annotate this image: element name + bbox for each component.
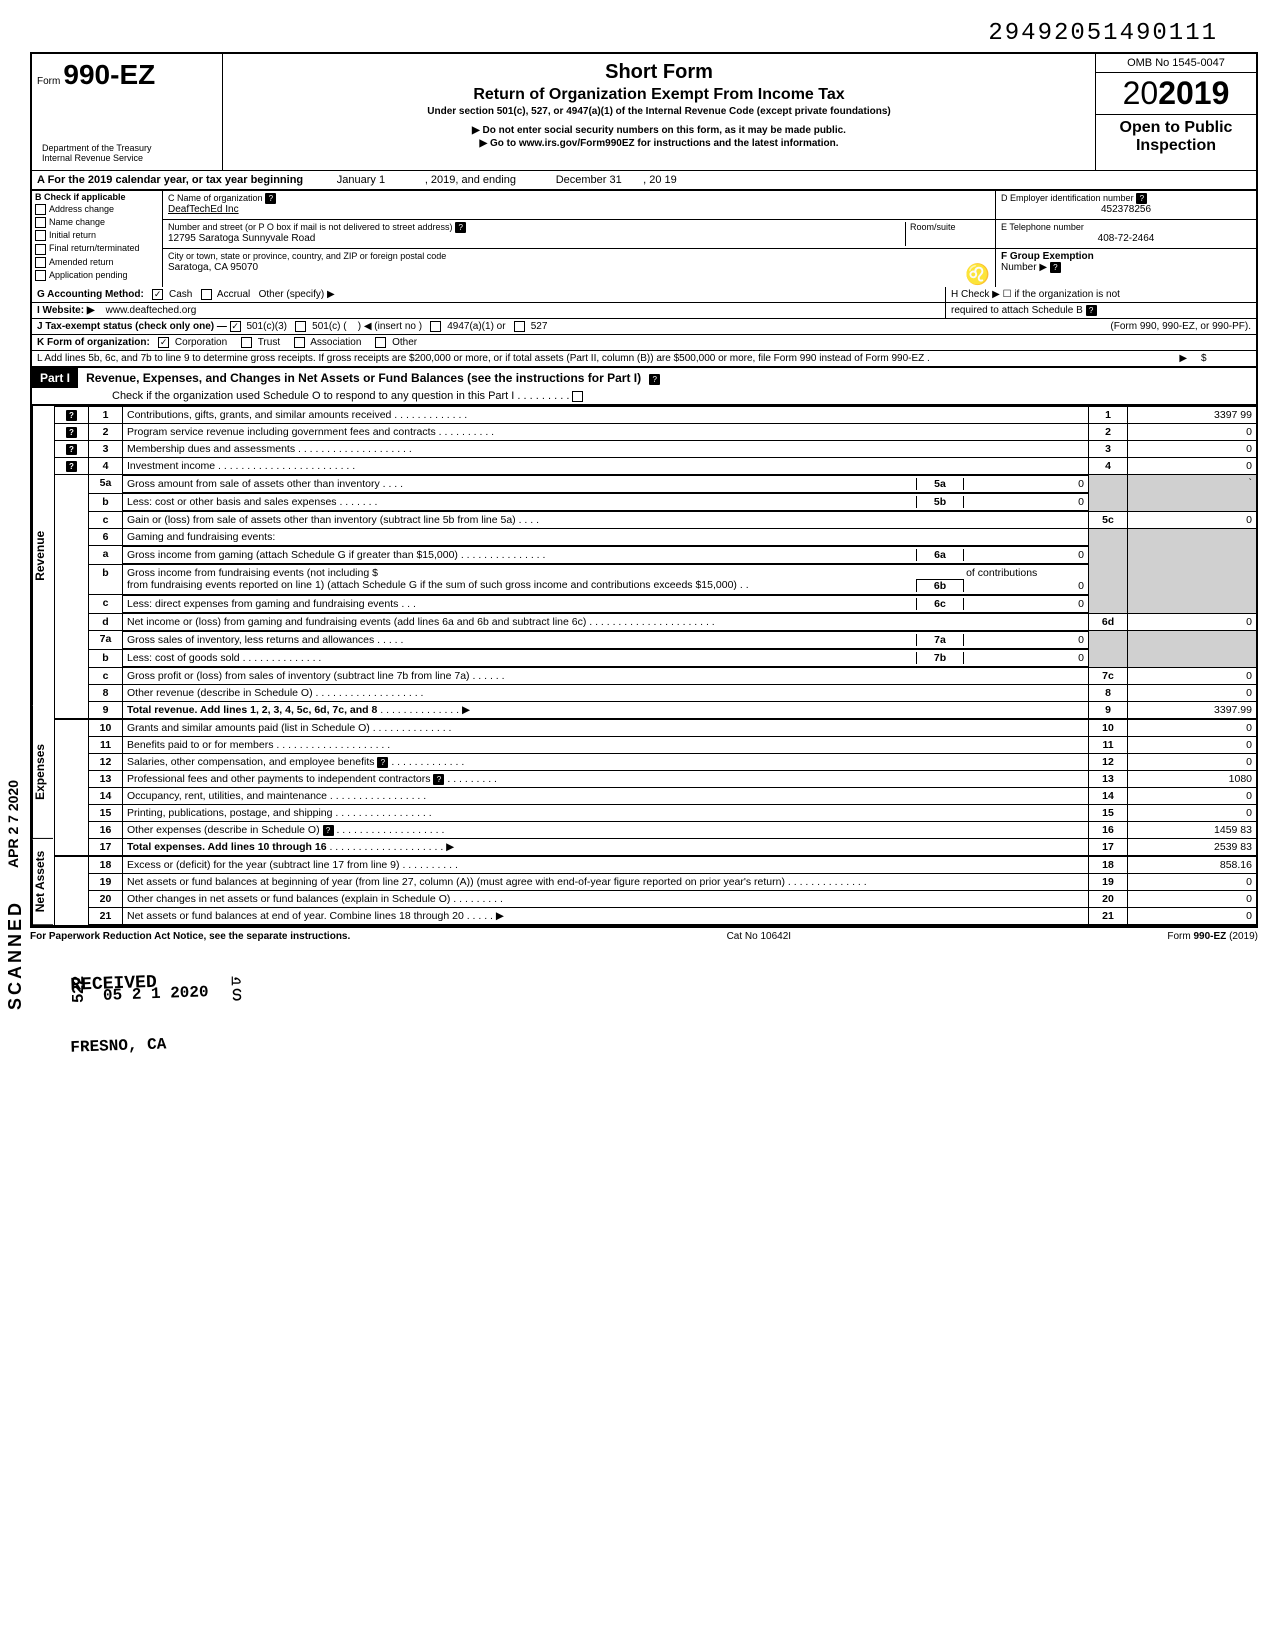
form-header: Form 990-EZ Department of the Treasury I… (30, 52, 1258, 170)
fresno-stamp: FRESNO, CA (70, 998, 1258, 1057)
row-l-gross-receipts: L Add lines 5b, 6c, and 7b to line 9 to … (30, 351, 1258, 368)
checkbox-other[interactable] (375, 337, 386, 348)
document-number: 29492051490111 (30, 20, 1258, 47)
section-bcd: B Check if applicable Address change Nam… (30, 191, 1258, 287)
help-icon: ? (1136, 193, 1147, 204)
help-icon: ? (649, 374, 660, 385)
city-state-zip: Saratoga, CA 95070 (168, 262, 258, 273)
row-i-website: I Website: ▶ www.deafteched.org required… (30, 303, 1258, 319)
checkbox-4947[interactable] (430, 321, 441, 332)
net-assets-label: Net Assets (32, 839, 53, 925)
ein: 452378256 (1101, 204, 1151, 215)
expenses-label: Expenses (32, 706, 53, 839)
checkbox-501c3[interactable]: ✓ (230, 321, 241, 332)
checkbox-trust[interactable] (241, 337, 252, 348)
checkbox-accrual[interactable] (201, 289, 212, 300)
checkbox-pending[interactable] (35, 270, 46, 281)
checkbox-501c[interactable] (295, 321, 306, 332)
checkbox-address[interactable] (35, 204, 46, 215)
scanned-stamp: SCANNED (5, 900, 26, 1010)
row-a-tax-year: A For the 2019 calendar year, or tax yea… (30, 170, 1258, 191)
org-name: DeafTechEd Inc (168, 204, 239, 215)
short-form-title: Short Form (228, 61, 1090, 84)
row-k-org-form: K Form of organization: ✓ Corporation Tr… (30, 335, 1258, 351)
form-prefix: Form (37, 76, 60, 87)
checkbox-final[interactable] (35, 244, 46, 255)
cat-number: Cat No 10642I (727, 931, 792, 942)
date-stamp: 05 2 1 2020 (103, 984, 209, 1006)
revenue-label: Revenue (32, 406, 53, 706)
row-j-exempt: J Tax-exempt status (check only one) — ✓… (30, 319, 1258, 335)
col-b-checkboxes: B Check if applicable Address change Nam… (32, 191, 163, 287)
dept-treasury: Department of the Treasury Internal Reve… (37, 141, 217, 165)
tax-year: 202019 (1096, 73, 1256, 115)
stamp-522: 522 (70, 976, 88, 1003)
form-number: 990-EZ (63, 59, 155, 90)
main-title: Return of Organization Exempt From Incom… (228, 86, 1090, 104)
checkbox-initial[interactable] (35, 230, 46, 241)
website-url: www.deafteched.org (106, 305, 197, 316)
note2: ▶ Go to www.irs.gov/Form990EZ for instru… (228, 138, 1090, 149)
part1-header: Part I Revenue, Expenses, and Changes in… (30, 368, 1258, 406)
col-c-org-info: C Name of organization ? DeafTechEd Inc … (163, 191, 995, 287)
checkbox-amended[interactable] (35, 257, 46, 268)
paperwork-notice: For Paperwork Reduction Act Notice, see … (30, 931, 350, 942)
help-icon: ? (1086, 305, 1097, 316)
side-date-stamp: APR 2 7 2020 (5, 780, 21, 868)
checkbox-schedule-o[interactable] (572, 391, 583, 402)
checkbox-assoc[interactable] (294, 337, 305, 348)
checkbox-corp[interactable]: ✓ (158, 337, 169, 348)
help-icon: ? (455, 222, 466, 233)
checkbox-527[interactable] (514, 321, 525, 332)
lines-table: Revenue Expenses Net Assets ?1Contributi… (30, 406, 1258, 927)
phone: 408-72-2464 (1098, 233, 1155, 244)
row-g-accounting: G Accounting Method: ✓ Cash Accrual Othe… (30, 287, 1258, 303)
help-icon: ? (265, 193, 276, 204)
checkbox-name[interactable] (35, 217, 46, 228)
subtitle: Under section 501(c), 527, or 4947(a)(1)… (228, 106, 1090, 117)
col-d-ein: D Employer identification number ? 45237… (995, 191, 1256, 287)
street-address: 12795 Saratoga Sunnyvale Road (168, 233, 315, 244)
note1: ▶ Do not enter social security numbers o… (228, 125, 1090, 136)
omb-number: OMB No 1545-0047 (1096, 54, 1256, 73)
open-public: Open to Public Inspection (1096, 115, 1256, 159)
revenue-lines: ?1Contributions, gifts, grants, and simi… (55, 406, 1256, 925)
checkbox-cash[interactable]: ✓ (152, 289, 163, 300)
help-icon: ? (1050, 262, 1061, 273)
